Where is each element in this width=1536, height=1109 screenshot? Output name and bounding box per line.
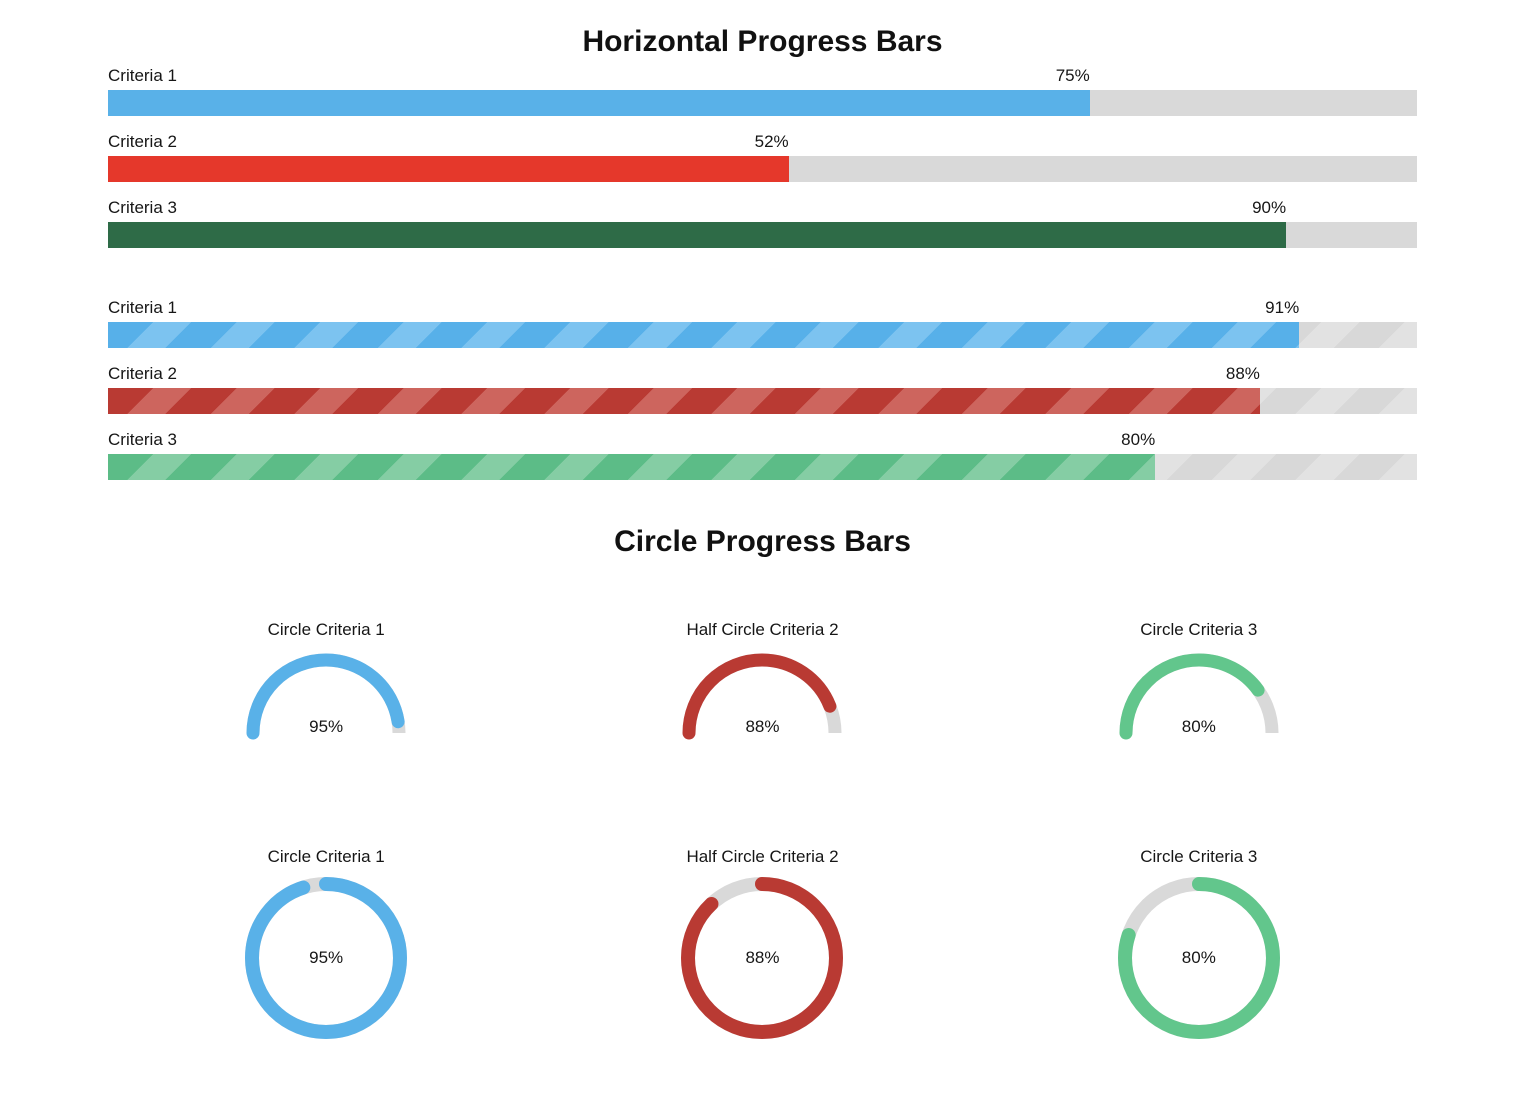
- gauge-half-3: Circle Criteria 3 80%: [981, 620, 1417, 741]
- bar-label: Criteria 1: [108, 298, 177, 317]
- bar-fill: [108, 90, 1090, 116]
- bar-fill: [108, 222, 1287, 248]
- bar-value-label: 88%: [1225, 364, 1260, 383]
- full-gauge-row: Circle Criteria 1 95% Half Circle Criter…: [108, 847, 1417, 1043]
- circle-bars-title: Circle Progress Bars: [614, 525, 911, 558]
- bar-track-striped: [108, 322, 1417, 348]
- bar-track: [108, 90, 1417, 116]
- gauge-fill-arc: [246, 653, 406, 740]
- gauge-full-3: Circle Criteria 3 80%: [981, 847, 1417, 1043]
- bar-value-label: 91%: [1265, 298, 1300, 317]
- bar-header: Criteria 2 52%: [108, 132, 1417, 152]
- bar-value-label: 75%: [1055, 66, 1090, 85]
- full-gauge-svg: [681, 877, 844, 1039]
- half-gauge-svg: [682, 653, 842, 740]
- gauge-title: Half Circle Criteria 2: [686, 847, 839, 866]
- gauge-half-1: Circle Criteria 1 95%: [108, 620, 544, 741]
- bar-fill: [108, 156, 789, 182]
- bar-label: Criteria 2: [108, 364, 177, 383]
- bar-label: Criteria 3: [108, 198, 177, 217]
- full-gauge: 80%: [1114, 873, 1284, 1043]
- bar-fill-striped: [108, 388, 1260, 414]
- gauge-fill-arc: [682, 653, 842, 740]
- gauge-fill-circle: [245, 877, 408, 1039]
- gauge-value-label: 80%: [1181, 948, 1216, 967]
- progress-bar-row-solid-3: Criteria 3 90%: [108, 198, 1417, 248]
- bar-label: Criteria 2: [108, 132, 177, 151]
- gauge-value-label: 95%: [309, 717, 344, 736]
- gauge-fill-arc: [1119, 653, 1279, 740]
- bar-header: Criteria 3 80%: [108, 430, 1417, 450]
- gauge-title: Circle Criteria 3: [1140, 620, 1258, 639]
- page: Horizontal Progress Bars Criteria 1 75% …: [0, 24, 1536, 1043]
- bar-value-label: 90%: [1252, 198, 1287, 217]
- bar-fill-striped: [108, 454, 1156, 480]
- bar-header: Criteria 1 75%: [108, 66, 1417, 86]
- gauge-title: Circle Criteria 1: [267, 847, 385, 866]
- full-gauge-svg: [1117, 877, 1280, 1039]
- gauge-fill-circle: [681, 877, 844, 1039]
- bar-label: Criteria 1: [108, 66, 177, 85]
- half-gauge-svg: [1119, 653, 1279, 740]
- full-gauge: 95%: [241, 873, 411, 1043]
- progress-bar-row-solid-2: Criteria 2 52%: [108, 132, 1417, 182]
- gauge-value-label: 88%: [745, 717, 780, 736]
- gauge-value-label: 95%: [309, 948, 344, 967]
- bar-value-label: 52%: [754, 132, 789, 151]
- progress-bar-row-striped-1: Criteria 1 91%: [108, 298, 1417, 348]
- bar-label: Criteria 3: [108, 430, 177, 449]
- bar-track-striped: [108, 388, 1417, 414]
- gauge-fill-circle: [1117, 877, 1280, 1039]
- bar-track: [108, 222, 1417, 248]
- bar-fill-striped: [108, 322, 1300, 348]
- bar-header: Criteria 3 90%: [108, 198, 1417, 218]
- gauge-title: Circle Criteria 3: [1140, 847, 1258, 866]
- bar-track-striped: [108, 454, 1417, 480]
- half-gauge-row: Circle Criteria 1 95% Half Circle Criter…: [108, 620, 1417, 741]
- half-gauge-svg: [246, 653, 406, 740]
- horizontal-bars-title: Horizontal Progress Bars: [582, 25, 943, 58]
- gauge-full-1: Circle Criteria 1 95%: [108, 847, 544, 1043]
- bar-value-label: 80%: [1121, 430, 1156, 449]
- gauge-full-2: Half Circle Criteria 2 88%: [544, 847, 980, 1043]
- gauge-value-label: 80%: [1181, 717, 1216, 736]
- half-gauge: 95%: [241, 646, 411, 741]
- progress-bar-row-solid-1: Criteria 1 75%: [108, 66, 1417, 116]
- bar-header: Criteria 1 91%: [108, 298, 1417, 318]
- bar-track: [108, 156, 1417, 182]
- progress-bar-row-striped-3: Criteria 3 80%: [108, 430, 1417, 480]
- half-gauge: 88%: [677, 646, 847, 741]
- half-gauge: 80%: [1114, 646, 1284, 741]
- full-gauge: 88%: [677, 873, 847, 1043]
- bar-header: Criteria 2 88%: [108, 364, 1417, 384]
- gauge-title: Circle Criteria 1: [267, 620, 385, 639]
- gauge-half-2: Half Circle Criteria 2 88%: [544, 620, 980, 741]
- full-gauge-svg: [245, 877, 408, 1039]
- progress-bar-row-striped-2: Criteria 2 88%: [108, 364, 1417, 414]
- gauge-title: Half Circle Criteria 2: [686, 620, 839, 639]
- gauge-value-label: 88%: [745, 948, 780, 967]
